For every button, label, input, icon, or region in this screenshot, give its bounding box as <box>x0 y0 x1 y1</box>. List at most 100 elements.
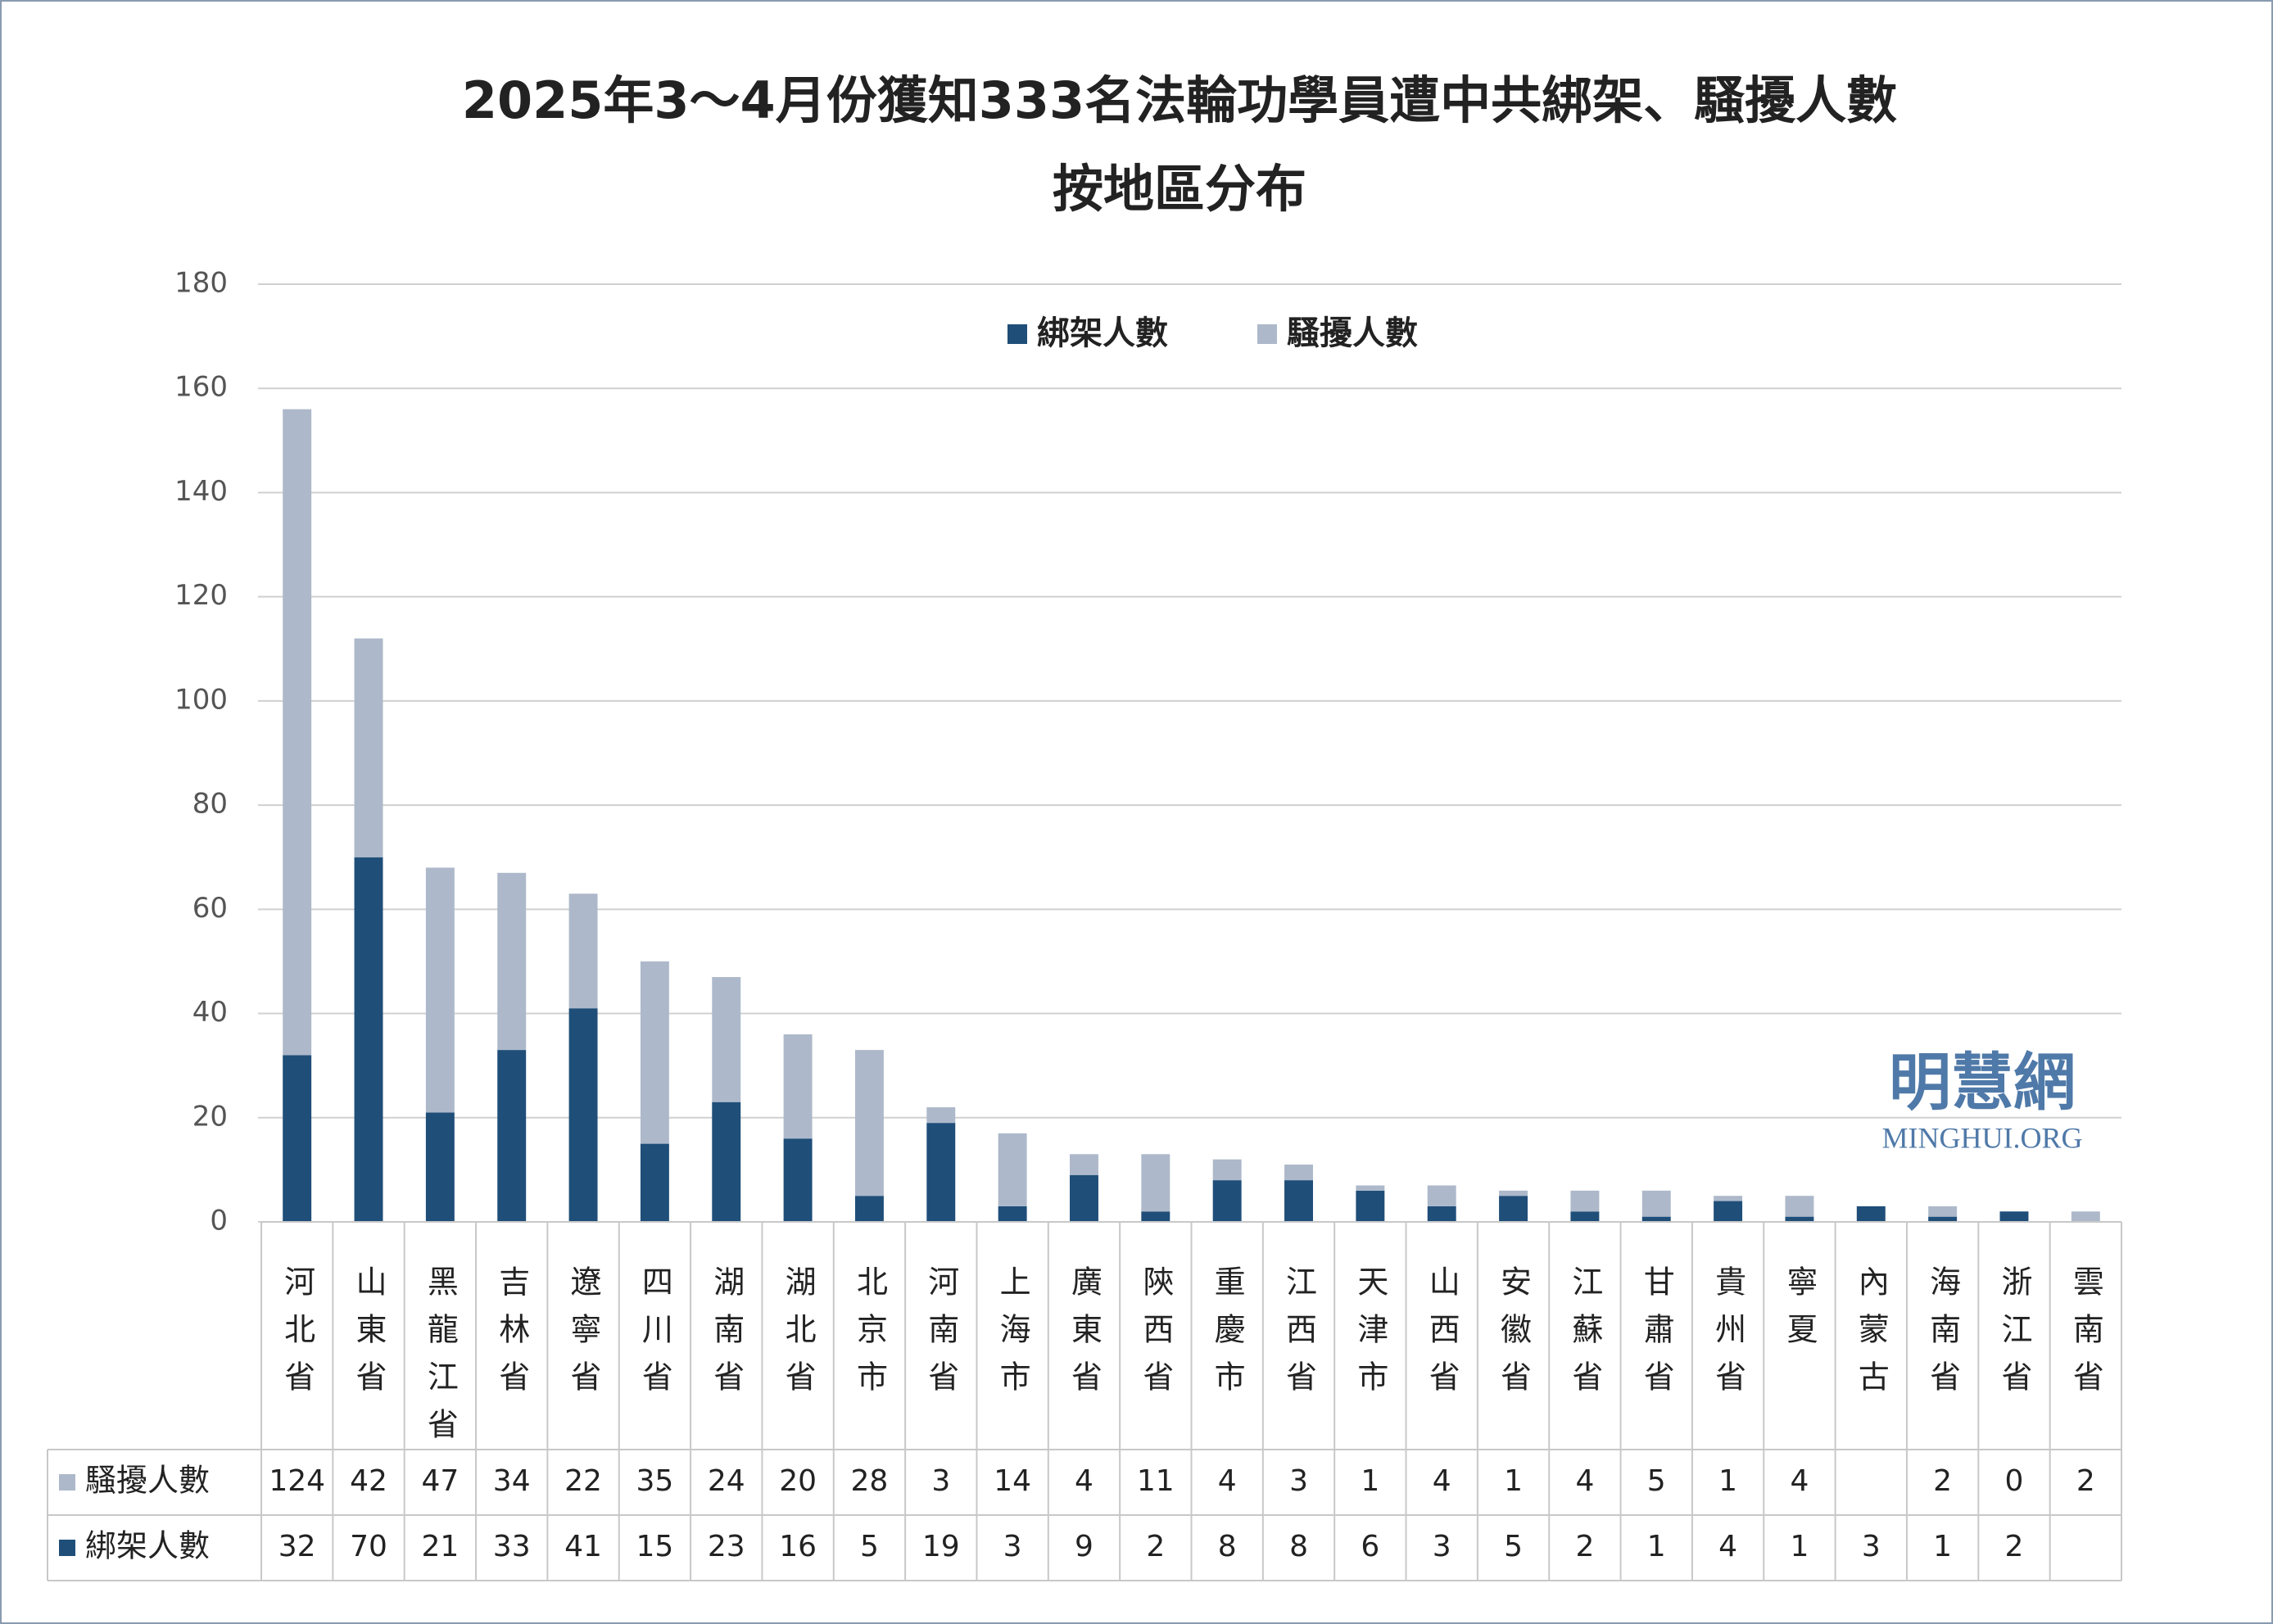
bar-segment <box>425 1112 455 1222</box>
table-cell: 42 <box>350 1464 387 1498</box>
table-cell: 1 <box>1790 1530 1809 1563</box>
table-cell: 5 <box>1647 1464 1666 1498</box>
x-tick-label: 北京市 <box>851 1265 887 1408</box>
x-tick-label: 河北省 <box>279 1265 315 1408</box>
table-cell: 5 <box>860 1530 879 1563</box>
bar-segment <box>998 1133 1027 1206</box>
table-cell: 124 <box>269 1464 325 1498</box>
table-cell: 20 <box>779 1464 817 1498</box>
table-swatch <box>59 1474 75 1491</box>
y-tick-label: 40 <box>192 996 228 1029</box>
table-cell: 23 <box>708 1530 745 1563</box>
y-tick-label: 80 <box>192 788 228 821</box>
table-cell: 9 <box>1075 1530 1093 1563</box>
x-tick-label: 寧夏 <box>1782 1265 1818 1360</box>
y-tick-label: 180 <box>174 267 228 300</box>
bar-segment <box>1499 1190 1528 1197</box>
table-cell: 4 <box>1218 1464 1237 1498</box>
bar-segment <box>354 638 383 857</box>
x-tick-label: 雲南省 <box>2067 1265 2103 1408</box>
bar-segment <box>1570 1211 1600 1222</box>
table-cell: 4 <box>1575 1464 1594 1498</box>
legend-label: 綁架人數 <box>1037 314 1168 352</box>
y-tick-label: 120 <box>174 579 228 612</box>
bar-segment <box>1212 1159 1242 1181</box>
table-cell: 14 <box>994 1464 1031 1498</box>
bar-segment <box>1928 1216 1958 1222</box>
table-cell: 24 <box>708 1464 745 1498</box>
table-cell: 1 <box>1361 1464 1379 1498</box>
table-cell: 3 <box>1433 1530 1451 1563</box>
bar-segment <box>1427 1206 1456 1222</box>
x-tick-label: 湖南省 <box>709 1265 745 1408</box>
table-cell: 3 <box>1003 1530 1022 1563</box>
x-tick-label: 上海市 <box>994 1265 1030 1408</box>
y-tick-label: 160 <box>174 371 228 404</box>
x-tick-label: 天津市 <box>1352 1265 1388 1408</box>
bar-segment <box>1714 1196 1743 1201</box>
table-row-label: 綁架人數 <box>85 1528 210 1564</box>
table-cell: 3 <box>931 1464 950 1498</box>
legend-swatch <box>1007 324 1027 344</box>
x-tick-label: 陝西省 <box>1138 1265 1174 1408</box>
legend-label: 騷擾人數 <box>1287 314 1418 352</box>
bar-segment <box>1570 1190 1600 1212</box>
x-tick-label: 海南省 <box>1925 1265 1961 1408</box>
table-cell: 47 <box>421 1464 459 1498</box>
bar-segment <box>1356 1185 1385 1191</box>
table-cell: 6 <box>1361 1530 1379 1563</box>
bar-segment <box>1641 1216 1671 1222</box>
table-cell: 16 <box>779 1530 817 1563</box>
bar-segment <box>783 1034 813 1139</box>
bar-segment <box>640 961 669 1144</box>
table-cell: 4 <box>1075 1464 1093 1498</box>
table-cell: 2 <box>1933 1464 1952 1498</box>
x-tick-label: 浙江省 <box>1996 1265 2032 1408</box>
bar-segment <box>1070 1174 1098 1222</box>
x-tick-label: 遼寧省 <box>565 1265 601 1408</box>
x-tick-label: 江西省 <box>1281 1265 1317 1408</box>
bar-segment <box>1141 1154 1170 1212</box>
table-cell: 21 <box>421 1530 459 1563</box>
bar-segment <box>854 1050 884 1197</box>
bar-segment <box>926 1123 956 1222</box>
y-tick-label: 0 <box>210 1205 228 1237</box>
table-cell: 35 <box>636 1464 673 1498</box>
bar-segment <box>783 1138 813 1222</box>
bar-segment <box>1641 1190 1671 1217</box>
table-cell: 3 <box>1862 1530 1881 1563</box>
bar-segment <box>497 1050 527 1222</box>
bar-segment <box>425 867 455 1113</box>
bar-segment <box>640 1143 669 1222</box>
x-tick-label: 江蘇省 <box>1567 1265 1603 1408</box>
y-tick-label: 20 <box>192 1100 228 1133</box>
x-tick-label: 四川省 <box>636 1265 672 1408</box>
watermark-url: MINGHUI.ORG <box>1882 1121 2083 1154</box>
table-cell: 15 <box>636 1530 673 1563</box>
table-cell: 1 <box>1647 1530 1666 1563</box>
bar-segment <box>1356 1190 1385 1222</box>
bar-segment <box>2071 1211 2100 1222</box>
y-tick-label: 100 <box>174 683 228 716</box>
bar-segment <box>1212 1180 1242 1222</box>
table-cell: 1 <box>1504 1464 1523 1498</box>
chart-title: 按地區分布 <box>1053 159 1306 219</box>
bar-segment <box>568 893 598 1009</box>
bar-segment <box>1284 1180 1313 1222</box>
bar-segment <box>712 977 741 1102</box>
x-tick-label: 貴州省 <box>1710 1265 1746 1408</box>
x-tick-label: 湖北省 <box>780 1265 816 1408</box>
bar-segment <box>712 1102 741 1222</box>
x-tick-label: 河南省 <box>923 1265 959 1408</box>
bar-segment <box>1785 1216 1814 1222</box>
table-cell: 41 <box>564 1530 602 1563</box>
bar-segment <box>1714 1201 1743 1222</box>
x-tick-label: 甘肅省 <box>1638 1265 1674 1408</box>
table-cell: 2 <box>2005 1530 2024 1563</box>
watermark-name: 明慧網 <box>1889 1046 2076 1119</box>
table-cell: 2 <box>2076 1464 2095 1498</box>
bar-segment <box>568 1008 598 1222</box>
bar-segment <box>1785 1196 1814 1217</box>
bar-segment <box>1928 1206 1958 1217</box>
